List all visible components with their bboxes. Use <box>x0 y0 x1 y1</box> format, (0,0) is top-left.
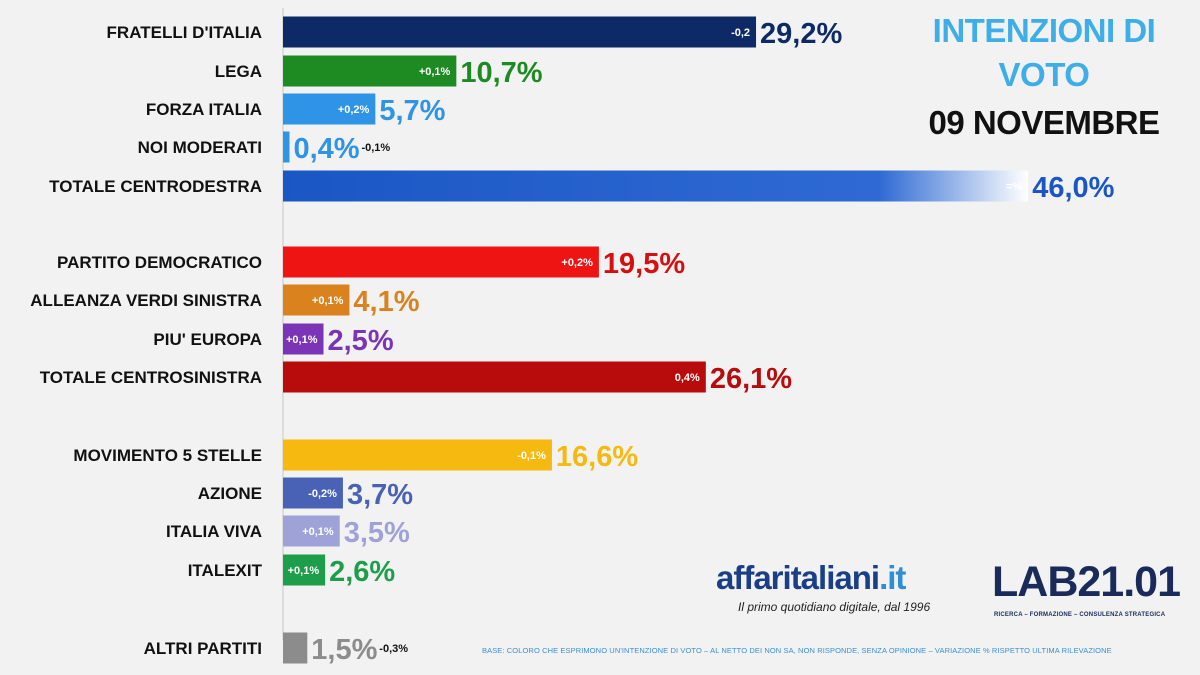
bar-row-altri-partiti: ALTRI PARTITI 1,5% -0,3% <box>144 632 408 666</box>
change-label: +0,2% <box>338 104 370 116</box>
bar-alleanza-verdi-sinistra <box>283 284 350 316</box>
category-label: FORZA ITALIA <box>146 100 262 119</box>
bar-partito-democratico <box>283 246 599 278</box>
data-label: 46,0% <box>1032 172 1114 204</box>
change-label: +0,2% <box>561 257 593 269</box>
data-label: 26,1% <box>710 363 792 395</box>
change-label: -0,2 <box>731 27 750 39</box>
data-label: 2,5% <box>328 325 394 357</box>
bar-row-partito-democratico: PARTITO DEMOCRATICO 19,5% +0,2% <box>57 246 685 280</box>
category-label: MOVIMENTO 5 STELLE <box>73 446 262 465</box>
category-label: TOTALE CENTRODESTRA <box>49 177 262 196</box>
bar-row-totale-centrosinistra: TOTALE CENTROSINISTRA 26,1% 0,4% <box>40 361 792 395</box>
data-label: 19,5% <box>603 248 685 280</box>
data-label: 5,7% <box>379 95 445 127</box>
bar-row-italexit: ITALEXIT 2,6% +0,1% <box>188 554 395 588</box>
bar-lega <box>283 55 457 87</box>
data-label: 16,6% <box>556 441 638 473</box>
data-label: 4,1% <box>353 286 419 318</box>
category-label: ITALIA VIVA <box>166 522 262 541</box>
change-label: +0,1% <box>302 526 334 538</box>
change-label: -0,1% <box>517 450 546 462</box>
bar-azione <box>283 477 343 509</box>
category-label: ITALEXIT <box>188 561 263 580</box>
bar-row-alleanza-verdi-sinistra: ALLEANZA VERDI SINISTRA 4,1% +0,1% <box>30 284 420 318</box>
bar-row-azione: AZIONE 3,7% -0,2% <box>198 477 413 511</box>
change-label: -0,2% <box>308 488 337 500</box>
change-label: +0,1% <box>312 295 344 307</box>
category-label: LEGA <box>215 62 262 81</box>
change-label: +0,1% <box>288 565 320 577</box>
brand-tagline: Il primo quotidiano digitale, dal 1996 <box>738 600 931 614</box>
bar-italia-viva <box>283 515 340 547</box>
category-label: TOTALE CENTROSINISTRA <box>40 368 262 387</box>
category-label: FRATELLI D'ITALIA <box>107 23 262 42</box>
chart-date: 09 NOVEMBRE <box>928 104 1160 141</box>
bar-totale-centrosinistra <box>283 361 706 393</box>
lab2101-logo: LAB21.01 RICERCA – FORMAZIONE – CONSULEN… <box>992 558 1181 618</box>
bar-fratelli-d-italia <box>283 16 757 48</box>
brand-name: affaritaliani <box>716 559 880 596</box>
lab-logo-text: LAB21.01 <box>992 558 1181 606</box>
category-label: ALLEANZA VERDI SINISTRA <box>30 291 262 310</box>
brand-domain: .it <box>879 559 906 596</box>
lab-logo-subtitle: RICERCA – FORMAZIONE – CONSULENZA STRATE… <box>994 612 1166 618</box>
bar-row-lega: LEGA 10,7% +0,1% <box>215 55 543 89</box>
change-label: 0,4% <box>675 372 700 384</box>
category-label: PARTITO DEMOCRATICO <box>57 253 262 272</box>
change-label: =% <box>1006 181 1022 193</box>
bar-piu-europa <box>283 323 324 355</box>
bar-noi-moderati <box>283 131 290 163</box>
change-label: +0,1% <box>419 66 451 78</box>
bar-forza-italia <box>283 93 376 125</box>
category-label: ALTRI PARTITI <box>144 639 262 658</box>
data-label: 3,5% <box>344 517 410 549</box>
data-label: 2,6% <box>329 556 395 588</box>
data-label: 1,5% <box>311 634 377 666</box>
bar-altri-partiti <box>283 632 308 664</box>
data-label: 29,2% <box>760 18 842 50</box>
data-label: 0,4% <box>293 133 359 165</box>
chart-title-line-2: VOTO <box>998 56 1090 93</box>
chart-title-line-1: INTENZIONI DI <box>932 12 1156 49</box>
bar-row-totale-centrodestra: TOTALE CENTRODESTRA 46,0% =% <box>49 170 1115 204</box>
bar-row-italia-viva: ITALIA VIVA 3,5% +0,1% <box>166 515 410 549</box>
data-label: 10,7% <box>460 57 542 89</box>
data-label: 3,7% <box>347 479 413 511</box>
change-label: -0,1% <box>361 142 390 154</box>
bar-row-noi-moderati: NOI MODERATI 0,4% -0,1% <box>138 131 390 165</box>
change-label: +0,1% <box>286 334 318 346</box>
affaritaliani-logo: affaritaliani.it Il primo quotidiano dig… <box>716 559 930 615</box>
category-label: PIU' EUROPA <box>153 330 262 349</box>
bar-row-fratelli-d-italia: FRATELLI D'ITALIA 29,2% -0,2 <box>107 16 842 50</box>
category-label: NOI MODERATI <box>138 138 262 157</box>
footnote: BASE: COLORO CHE ESPRIMONO UN'INTENZIONE… <box>482 646 1112 655</box>
bar-row-movimento-5-stelle: MOVIMENTO 5 STELLE 16,6% -0,1% <box>73 439 638 473</box>
category-label: AZIONE <box>198 484 262 503</box>
bar-italexit <box>283 554 326 586</box>
change-label: -0,3% <box>379 643 408 655</box>
bar-totale-centrodestra <box>283 170 1029 202</box>
bar-row-piu-europa: PIU' EUROPA 2,5% +0,1% <box>153 323 394 357</box>
bar-row-forza-italia: FORZA ITALIA 5,7% +0,2% <box>146 93 446 127</box>
bar-movimento-5-stelle <box>283 439 552 471</box>
